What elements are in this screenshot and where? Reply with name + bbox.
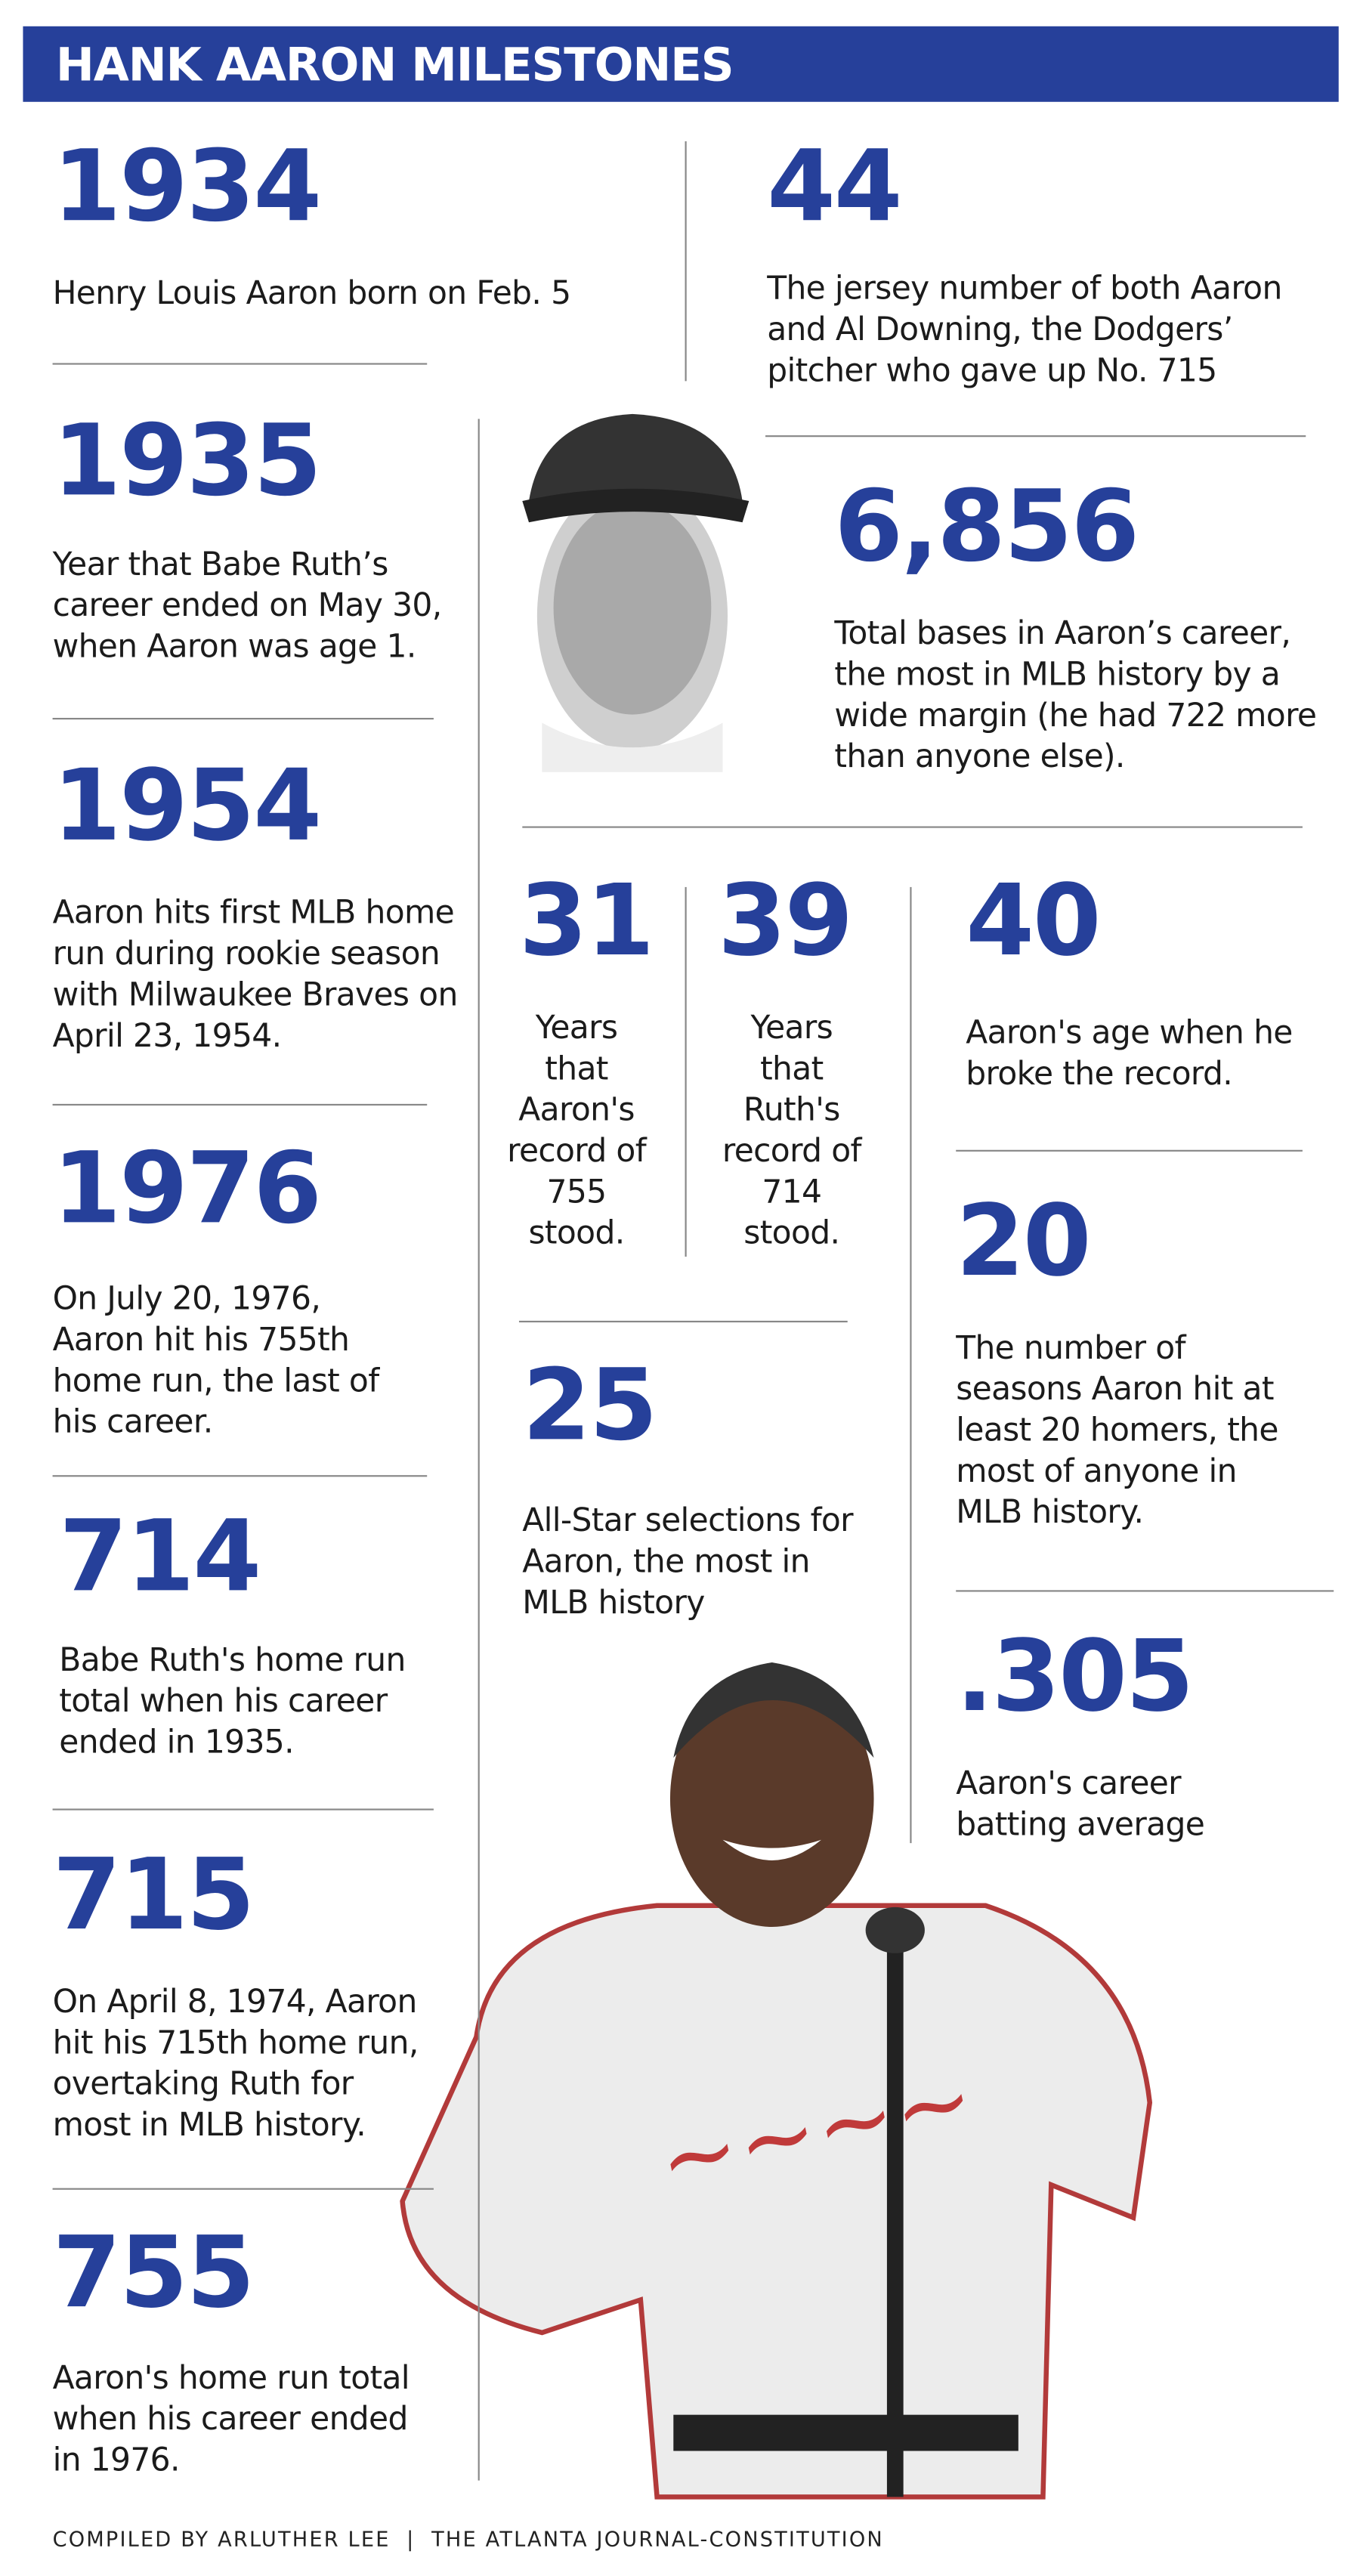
stat-number: 1976 bbox=[52, 1131, 323, 1247]
ruth-photo bbox=[522, 413, 750, 772]
stat-text: Total bases in Aaron’s career, the most … bbox=[834, 614, 1317, 776]
stat-text: Aaron's home run total when his career e… bbox=[52, 2358, 410, 2479]
stat-number: 1954 bbox=[52, 749, 323, 864]
stat-text: Years that Ruth's record of 714 stood. bbox=[722, 1008, 862, 1252]
stat-number: 20 bbox=[956, 1184, 1091, 1300]
divider bbox=[52, 1808, 434, 1811]
stat-text: On April 8, 1974, Aaron hit his 715th ho… bbox=[52, 1982, 419, 2144]
stat-text: Babe Ruth's home run total when his care… bbox=[59, 1641, 406, 1761]
divider bbox=[52, 1103, 428, 1106]
aaron-photo: ~~~~ bbox=[400, 1662, 1153, 2500]
divider bbox=[956, 1590, 1334, 1592]
divider bbox=[52, 717, 434, 720]
stat-text: The number of seasons Aaron hit at least… bbox=[956, 1328, 1278, 1532]
stat-number: 1934 bbox=[52, 129, 323, 245]
divider bbox=[685, 886, 687, 1257]
stat-text: All-Star selections for Aaron, the most … bbox=[522, 1501, 853, 1622]
stat-text: Year that Babe Ruth’s career ended on Ma… bbox=[52, 545, 443, 666]
divider bbox=[765, 435, 1306, 438]
stat-text: Henry Louis Aaron born on Feb. 5 bbox=[52, 274, 571, 313]
stat-text: Aaron hits first MLB home run during roo… bbox=[52, 893, 459, 1055]
header: HANK AARON MILESTONES bbox=[23, 26, 1339, 102]
divider bbox=[52, 363, 428, 365]
stat-number: 39 bbox=[717, 864, 853, 979]
stat-text: Aaron's career batting average bbox=[956, 1764, 1205, 1844]
divider bbox=[910, 886, 912, 1844]
stat-number: .305 bbox=[956, 1619, 1194, 1735]
stat-number: 31 bbox=[518, 864, 654, 979]
stat-number: 40 bbox=[966, 864, 1101, 979]
stat-number: 6,856 bbox=[834, 469, 1139, 585]
stat-text: The jersey number of both Aaron and Al D… bbox=[767, 269, 1282, 390]
stat-text: Years that Aaron's record of 755 stood. bbox=[507, 1008, 647, 1252]
divider bbox=[52, 1475, 428, 1477]
stat-number: 715 bbox=[52, 1838, 255, 1953]
stat-number: 25 bbox=[522, 1348, 657, 1464]
divider bbox=[522, 826, 1303, 828]
divider bbox=[52, 2188, 434, 2190]
stat-text: Aaron's age when he broke the record. bbox=[966, 1013, 1293, 1093]
title: HANK AARON MILESTONES bbox=[55, 37, 734, 92]
stat-number: 714 bbox=[59, 1499, 261, 1615]
divider bbox=[518, 1320, 848, 1322]
divider bbox=[478, 419, 480, 2481]
stat-text: On July 20, 1976, Aaron hit his 755th ho… bbox=[52, 1279, 380, 1441]
stat-number: 755 bbox=[52, 2216, 255, 2331]
divider bbox=[685, 141, 687, 382]
credit: COMPILED BY ARLUTHER LEE | THE ATLANTA J… bbox=[52, 2526, 884, 2552]
divider bbox=[956, 1149, 1303, 1152]
stat-number: 44 bbox=[767, 129, 902, 245]
stat-number: 1935 bbox=[52, 404, 323, 519]
